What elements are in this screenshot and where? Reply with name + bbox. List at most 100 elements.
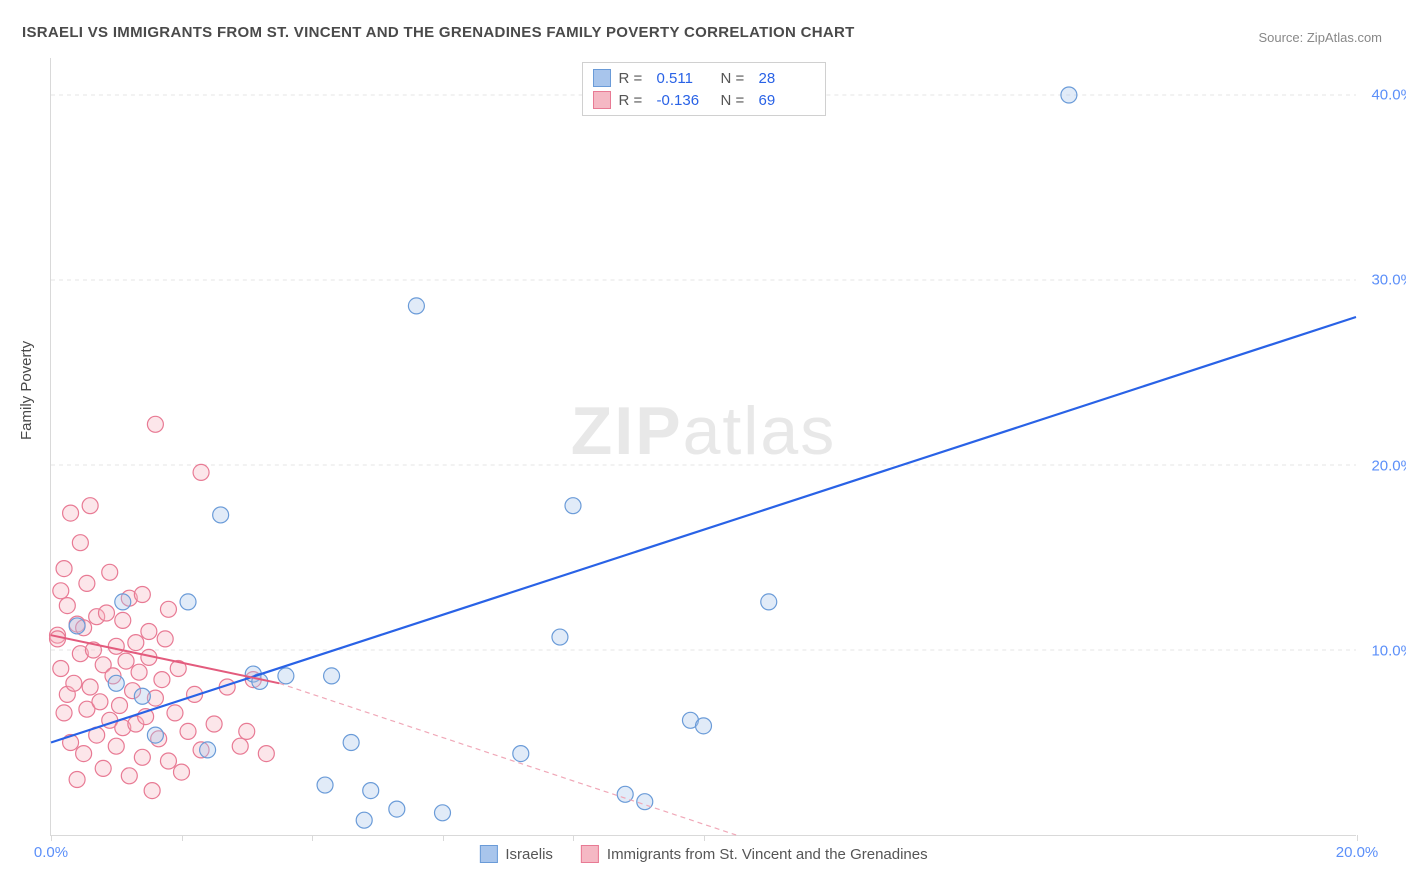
legend-label-1: Israelis (505, 846, 553, 863)
data-point (108, 675, 124, 691)
data-point (408, 298, 424, 314)
n-value-2: 69 (759, 92, 815, 109)
data-point (317, 777, 333, 793)
data-point (160, 753, 176, 769)
data-point (66, 675, 82, 691)
data-point (56, 705, 72, 721)
legend-item-immigrants: Immigrants from St. Vincent and the Gren… (581, 845, 928, 863)
plot-area: ZIPatlas R = 0.511 N = 28 R = -0.136 N =… (50, 58, 1356, 836)
data-point (1061, 87, 1077, 103)
legend-item-israelis: Israelis (479, 845, 553, 863)
y-tick-label: 40.0% (1371, 87, 1406, 104)
source-label: Source: ZipAtlas.com (1258, 30, 1382, 45)
data-point (174, 764, 190, 780)
n-label: N = (721, 70, 751, 87)
data-point (513, 746, 529, 762)
data-point (389, 801, 405, 817)
data-point (53, 583, 69, 599)
data-point (363, 783, 379, 799)
data-point (157, 631, 173, 647)
swatch-blue-b (479, 845, 497, 863)
swatch-pink-b (581, 845, 599, 863)
data-point (134, 688, 150, 704)
r-label: R = (619, 70, 649, 87)
data-point (108, 638, 124, 654)
data-point (56, 561, 72, 577)
y-tick-label: 20.0% (1371, 457, 1406, 474)
data-point (637, 794, 653, 810)
data-point (154, 672, 170, 688)
data-point (121, 768, 137, 784)
data-point (180, 594, 196, 610)
r-label-2: R = (619, 92, 649, 109)
data-point (343, 735, 359, 751)
data-point (115, 612, 131, 628)
legend-series: Israelis Immigrants from St. Vincent and… (479, 845, 927, 863)
data-point (167, 705, 183, 721)
data-point (761, 594, 777, 610)
data-point (134, 587, 150, 603)
legend-stats-row-1: R = 0.511 N = 28 (593, 67, 815, 89)
data-point (82, 498, 98, 514)
data-point (193, 464, 209, 480)
data-point (141, 624, 157, 640)
data-point (63, 505, 79, 521)
data-point (206, 716, 222, 732)
swatch-blue (593, 69, 611, 87)
data-point (213, 507, 229, 523)
data-point (232, 738, 248, 754)
trend-line (279, 683, 736, 835)
y-tick-label: 10.0% (1371, 642, 1406, 659)
data-point (180, 723, 196, 739)
legend-stats: R = 0.511 N = 28 R = -0.136 N = 69 (582, 62, 826, 116)
n-value-1: 28 (759, 70, 815, 87)
data-point (50, 631, 66, 647)
data-point (92, 694, 108, 710)
data-point (128, 635, 144, 651)
chart-title: ISRAELI VS IMMIGRANTS FROM ST. VINCENT A… (22, 24, 855, 41)
x-tick-label: 20.0% (1336, 844, 1379, 861)
data-point (278, 668, 294, 684)
data-point (98, 605, 114, 621)
data-point (53, 661, 69, 677)
data-point (69, 618, 85, 634)
data-point (69, 772, 85, 788)
data-point (59, 598, 75, 614)
n-label-2: N = (721, 92, 751, 109)
data-point (118, 653, 134, 669)
y-tick-label: 30.0% (1371, 272, 1406, 289)
data-point (131, 664, 147, 680)
data-point (435, 805, 451, 821)
data-point (160, 601, 176, 617)
r-value-1: 0.511 (657, 70, 713, 87)
data-point (565, 498, 581, 514)
data-point (144, 783, 160, 799)
data-point (552, 629, 568, 645)
data-point (147, 727, 163, 743)
swatch-pink (593, 91, 611, 109)
data-point (696, 718, 712, 734)
data-point (258, 746, 274, 762)
data-point (134, 749, 150, 765)
data-point (95, 760, 111, 776)
data-point (356, 812, 372, 828)
y-axis-title: Family Poverty (18, 341, 35, 440)
legend-label-2: Immigrants from St. Vincent and the Gren… (607, 846, 928, 863)
data-point (115, 594, 131, 610)
data-point (108, 738, 124, 754)
data-point (79, 575, 95, 591)
data-point (200, 742, 216, 758)
r-value-2: -0.136 (657, 92, 713, 109)
data-point (147, 416, 163, 432)
data-point (102, 564, 118, 580)
scatter-svg (51, 58, 1356, 835)
data-point (72, 535, 88, 551)
x-tick-label: 0.0% (34, 844, 68, 861)
data-point (239, 723, 255, 739)
legend-stats-row-2: R = -0.136 N = 69 (593, 89, 815, 111)
data-point (112, 698, 128, 714)
data-point (324, 668, 340, 684)
data-point (82, 679, 98, 695)
trend-line (51, 317, 1356, 743)
data-point (76, 746, 92, 762)
